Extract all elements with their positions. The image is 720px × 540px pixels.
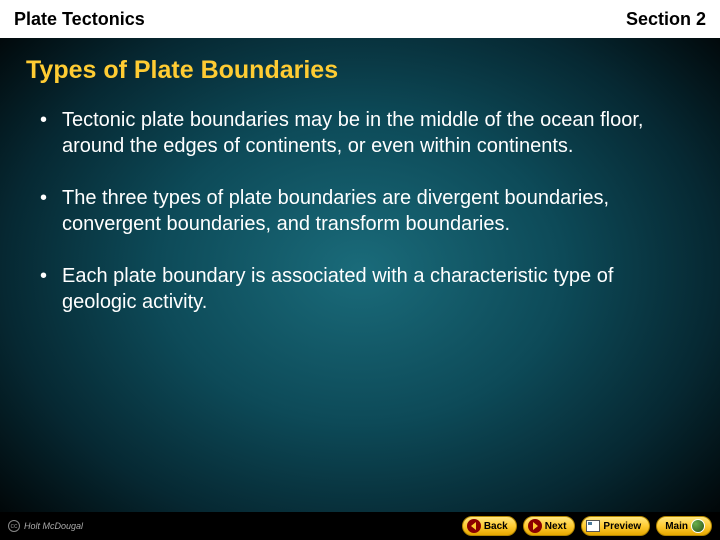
- header-bar: Plate Tectonics Section 2: [0, 0, 720, 38]
- slide: Plate Tectonics Section 2 Types of Plate…: [0, 0, 720, 540]
- footer-bar: cc Holt McDougal Back Next Preview Main: [0, 512, 720, 540]
- next-label: Next: [545, 521, 567, 532]
- main-label: Main: [665, 521, 688, 532]
- copyright-text: Holt McDougal: [24, 521, 83, 531]
- copyright: cc Holt McDougal: [8, 520, 83, 532]
- preview-icon: [586, 520, 600, 532]
- next-button[interactable]: Next: [523, 516, 576, 536]
- main-button[interactable]: Main: [656, 516, 712, 536]
- copyright-icon: cc: [8, 520, 20, 532]
- nav-buttons: Back Next Preview Main: [462, 516, 712, 536]
- main-heading: Types of Plate Boundaries: [26, 56, 692, 85]
- content-area: Types of Plate Boundaries Tectonic plate…: [0, 38, 720, 315]
- back-label: Back: [484, 521, 508, 532]
- bullet-item: The three types of plate boundaries are …: [40, 185, 692, 237]
- preview-button[interactable]: Preview: [581, 516, 650, 536]
- back-button[interactable]: Back: [462, 516, 517, 536]
- arrow-right-icon: [528, 519, 542, 533]
- globe-icon: [691, 519, 705, 533]
- header-left-title: Plate Tectonics: [14, 9, 145, 30]
- bullet-list: Tectonic plate boundaries may be in the …: [22, 107, 692, 315]
- arrow-left-icon: [467, 519, 481, 533]
- preview-label: Preview: [603, 521, 641, 532]
- bullet-item: Tectonic plate boundaries may be in the …: [40, 107, 692, 159]
- header-right-section: Section 2: [626, 9, 706, 30]
- bullet-item: Each plate boundary is associated with a…: [40, 263, 692, 315]
